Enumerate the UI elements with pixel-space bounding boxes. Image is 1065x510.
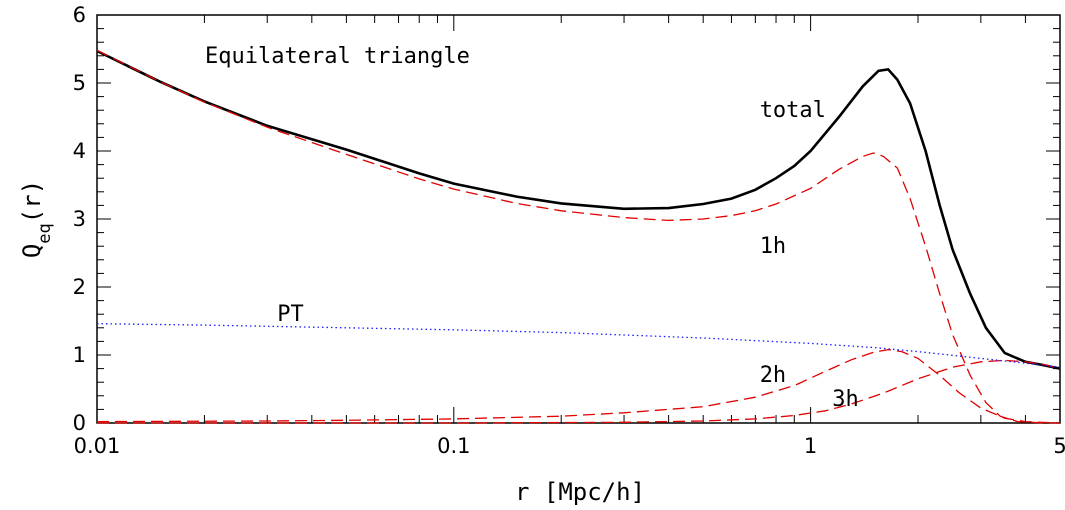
annotation-3h: 3h xyxy=(832,387,859,412)
series-line-1h xyxy=(96,49,1060,424)
y-axis-title-sub: eq xyxy=(35,223,55,243)
annotation-1h: 1h xyxy=(760,234,787,259)
series-line-PT xyxy=(96,323,1061,368)
series-line-3h xyxy=(97,359,1061,424)
annotation-PT: PT xyxy=(277,302,304,327)
y-tick-label: 6 xyxy=(73,3,86,27)
y-tick-label: 3 xyxy=(73,207,86,231)
y-tick-label: 1 xyxy=(73,343,86,367)
x-tick-label: 1 xyxy=(804,434,817,458)
annotation-2h: 2h xyxy=(760,363,787,388)
x-tick-label: 0.1 xyxy=(437,434,470,458)
series-line-total xyxy=(96,49,1061,370)
series-line-2h xyxy=(96,348,1061,424)
y-tick-label: 0 xyxy=(73,411,86,435)
y-tick-label: 2 xyxy=(73,275,86,299)
axis-ticks xyxy=(96,14,1061,424)
y-axis-title-tail: (r) xyxy=(18,180,46,223)
y-tick-label: 5 xyxy=(73,71,86,95)
y-tick-label: 4 xyxy=(73,139,86,163)
annotations: total 1h 2h 3h PT xyxy=(277,98,859,412)
plot-frame xyxy=(96,14,1061,424)
x-tick-label: 0.01 xyxy=(74,434,121,458)
tick-labels: 0.01 0.1 1 5 0 1 2 3 4 5 6 xyxy=(73,3,1065,458)
y-axis-title: Qeq(r) xyxy=(18,180,55,258)
annotation-total: total xyxy=(760,98,826,123)
chart-title: Equilateral triangle xyxy=(205,44,470,69)
x-axis-title: r [Mpc/h] xyxy=(515,478,645,506)
y-axis-title-main: Q xyxy=(18,244,46,258)
x-tick-label: 5 xyxy=(1053,434,1065,458)
series-layer xyxy=(96,49,1061,424)
